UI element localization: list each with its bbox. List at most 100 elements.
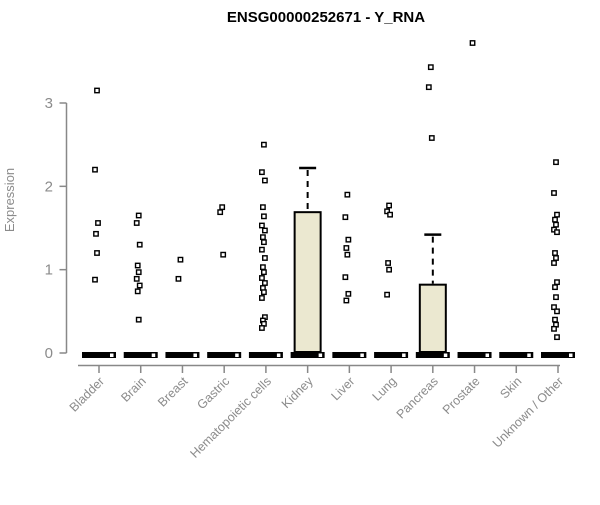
- zero-point: [568, 353, 573, 357]
- data-point: [220, 251, 227, 258]
- median-bar: [540, 352, 575, 358]
- data-point: [552, 284, 558, 291]
- data-point: [553, 159, 559, 166]
- median-bar: [415, 352, 450, 358]
- data-point: [135, 212, 142, 219]
- zero-point: [318, 353, 323, 357]
- x-tick-label: Kidney: [279, 374, 316, 411]
- zero-point: [110, 353, 114, 357]
- data-point: [344, 251, 351, 258]
- data-point: [175, 275, 182, 282]
- data-point: [135, 269, 142, 276]
- data-point: [553, 294, 559, 301]
- data-point: [386, 266, 392, 273]
- data-point: [552, 216, 558, 223]
- median-bar: [82, 352, 116, 358]
- data-point: [259, 222, 265, 229]
- data-point: [553, 255, 559, 261]
- zero-point: [402, 353, 406, 357]
- data-point: [136, 241, 143, 248]
- data-point: [260, 264, 266, 271]
- y-tick-label: 2: [45, 178, 53, 195]
- data-point: [343, 245, 350, 251]
- data-point: [469, 40, 476, 46]
- data-point: [551, 304, 557, 311]
- data-point: [134, 262, 141, 269]
- data-point: [133, 275, 140, 282]
- data-point: [344, 191, 351, 198]
- data-point: [94, 250, 100, 256]
- data-point: [345, 236, 352, 243]
- data-point: [554, 211, 560, 218]
- data-point: [261, 289, 267, 296]
- data-point: [260, 204, 266, 211]
- data-point: [342, 274, 349, 281]
- data-point: [92, 166, 98, 173]
- data-point: [133, 220, 140, 226]
- median-bar: [248, 352, 283, 358]
- zero-point: [276, 353, 281, 357]
- data-point: [259, 169, 265, 176]
- y-tick-label: 3: [45, 95, 53, 112]
- zero-point: [443, 353, 448, 357]
- median-bar: [457, 352, 492, 358]
- data-point: [219, 204, 226, 211]
- median-bar: [332, 352, 367, 358]
- data-point: [552, 250, 558, 256]
- data-point: [345, 290, 352, 297]
- zero-point: [151, 353, 156, 357]
- box: [418, 283, 447, 353]
- data-point: [385, 260, 391, 266]
- y-tick-label: 1: [45, 262, 53, 279]
- data-point: [262, 177, 268, 184]
- data-point: [136, 282, 143, 289]
- data-point: [554, 279, 560, 286]
- data-point: [259, 325, 265, 331]
- data-point: [261, 141, 267, 148]
- zero-point: [235, 353, 239, 357]
- data-point: [261, 239, 267, 246]
- x-tick-label: Bladder: [67, 374, 107, 414]
- data-point: [262, 255, 268, 261]
- zero-point: [193, 353, 197, 357]
- data-point: [386, 202, 392, 209]
- data-point: [261, 213, 267, 220]
- data-point: [342, 214, 349, 221]
- median-bar: [207, 352, 242, 358]
- data-point: [551, 190, 557, 196]
- x-tick-label: Liver: [328, 374, 357, 403]
- zero-point: [360, 353, 364, 357]
- chart-title: ENSG00000252671 - Y_RNA: [227, 9, 425, 26]
- y-tick-label: 0: [45, 345, 53, 362]
- data-point: [135, 316, 142, 323]
- data-point: [94, 87, 100, 94]
- data-point: [343, 297, 350, 304]
- zero-point: [527, 353, 531, 357]
- median-bar: [123, 352, 158, 358]
- data-point: [259, 275, 265, 281]
- data-point: [384, 291, 390, 298]
- data-point: [387, 211, 393, 218]
- x-tick-label: Prostate: [440, 374, 483, 417]
- zero-point: [485, 353, 490, 357]
- data-point: [261, 269, 267, 276]
- box: [293, 211, 322, 353]
- data-point: [95, 220, 101, 226]
- data-point: [93, 230, 99, 237]
- data-point: [262, 280, 268, 286]
- data-point: [428, 135, 435, 141]
- x-tick-label: Skin: [497, 374, 524, 401]
- data-point: [554, 308, 560, 315]
- x-tick-label: Breast: [155, 374, 191, 410]
- data-point: [384, 208, 390, 215]
- x-tick-label: Gastric: [194, 374, 232, 412]
- data-point: [554, 334, 560, 341]
- data-point: [259, 295, 265, 301]
- data-point: [134, 288, 141, 295]
- y-axis-label: Expression: [2, 168, 17, 232]
- data-point: [425, 84, 432, 91]
- x-tick-label: Pancreas: [394, 374, 441, 421]
- x-tick-label: Lung: [370, 374, 400, 404]
- data-point: [92, 276, 98, 283]
